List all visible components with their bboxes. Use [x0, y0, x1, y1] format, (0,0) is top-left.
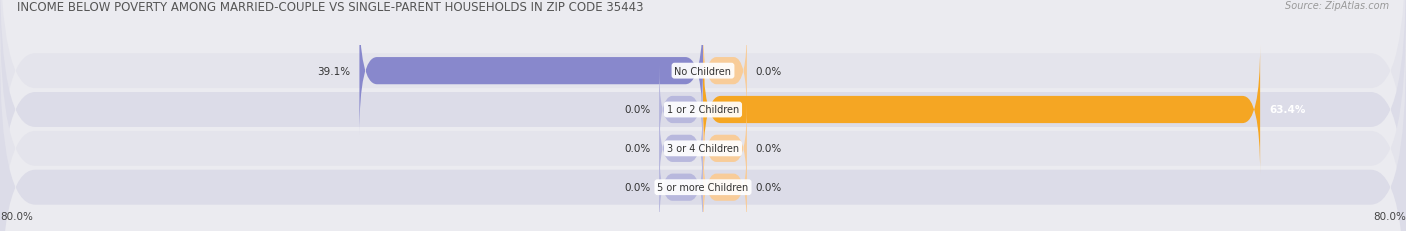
- Text: 1 or 2 Children: 1 or 2 Children: [666, 105, 740, 115]
- FancyBboxPatch shape: [659, 143, 703, 231]
- Text: 0.0%: 0.0%: [756, 182, 782, 192]
- FancyBboxPatch shape: [0, 50, 1406, 231]
- Text: No Children: No Children: [675, 66, 731, 76]
- FancyBboxPatch shape: [703, 27, 747, 116]
- FancyBboxPatch shape: [360, 8, 703, 135]
- FancyBboxPatch shape: [703, 46, 1260, 174]
- Text: 39.1%: 39.1%: [318, 66, 350, 76]
- FancyBboxPatch shape: [703, 143, 747, 231]
- FancyBboxPatch shape: [659, 104, 703, 193]
- Text: 63.4%: 63.4%: [1268, 105, 1305, 115]
- Text: 0.0%: 0.0%: [756, 66, 782, 76]
- Text: 0.0%: 0.0%: [624, 105, 650, 115]
- Text: 0.0%: 0.0%: [624, 182, 650, 192]
- FancyBboxPatch shape: [659, 66, 703, 155]
- Text: 0.0%: 0.0%: [756, 144, 782, 154]
- FancyBboxPatch shape: [703, 104, 747, 193]
- Text: 0.0%: 0.0%: [624, 144, 650, 154]
- FancyBboxPatch shape: [0, 11, 1406, 231]
- Text: 80.0%: 80.0%: [0, 211, 32, 221]
- Text: INCOME BELOW POVERTY AMONG MARRIED-COUPLE VS SINGLE-PARENT HOUSEHOLDS IN ZIP COD: INCOME BELOW POVERTY AMONG MARRIED-COUPL…: [17, 1, 644, 14]
- Text: 80.0%: 80.0%: [1374, 211, 1406, 221]
- Text: 3 or 4 Children: 3 or 4 Children: [666, 144, 740, 154]
- Text: Source: ZipAtlas.com: Source: ZipAtlas.com: [1285, 1, 1389, 11]
- Text: 5 or more Children: 5 or more Children: [658, 182, 748, 192]
- FancyBboxPatch shape: [0, 0, 1406, 209]
